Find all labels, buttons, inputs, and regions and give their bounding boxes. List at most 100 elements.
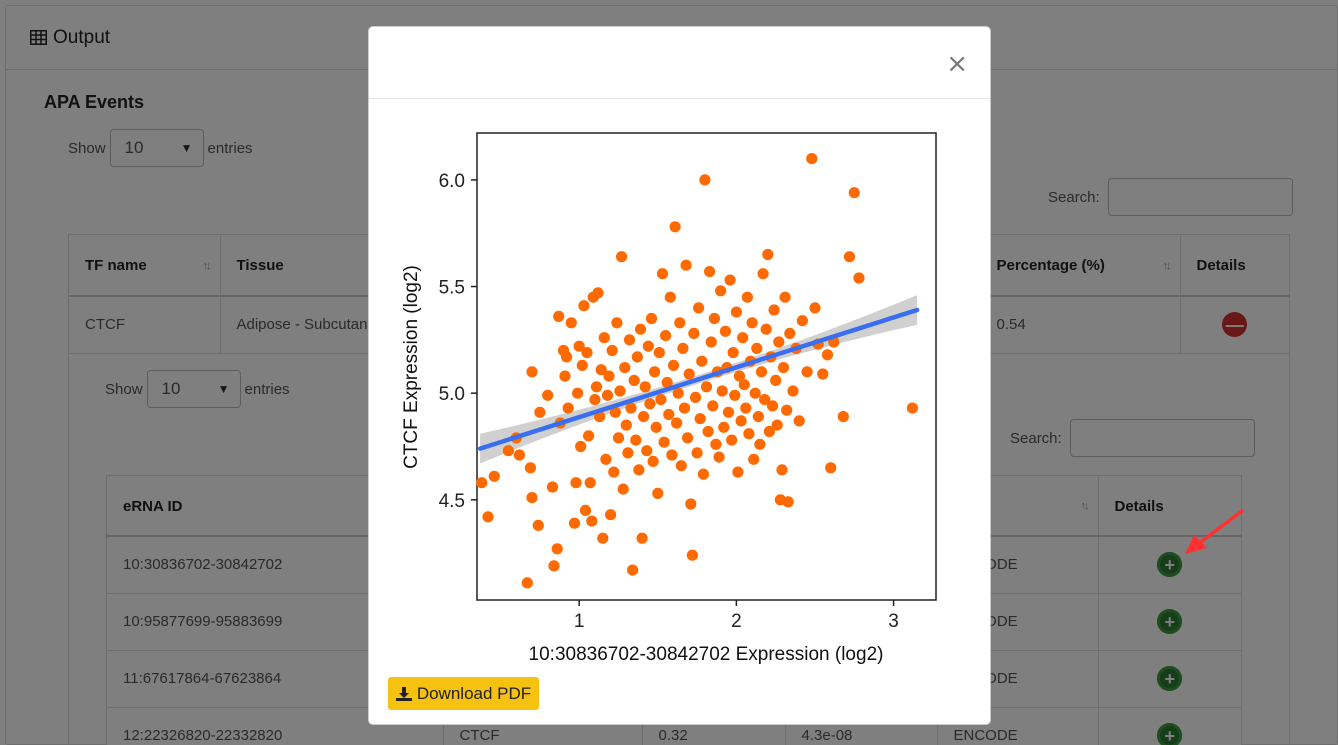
data-point — [476, 477, 488, 489]
data-point — [727, 347, 739, 359]
data-point — [579, 504, 592, 516]
data-point — [597, 532, 609, 544]
data-point — [768, 304, 780, 316]
data-point — [658, 436, 670, 448]
data-point — [770, 374, 782, 386]
data-point — [661, 376, 673, 389]
data-point — [741, 291, 753, 303]
data-point — [647, 455, 659, 467]
data-point — [806, 153, 818, 165]
data-point — [735, 415, 747, 427]
data-point — [748, 453, 760, 465]
data-point — [649, 366, 661, 378]
data-point — [583, 430, 595, 442]
data-point — [675, 460, 687, 472]
data-point — [776, 464, 788, 476]
data-point — [796, 315, 808, 327]
data-point — [722, 406, 735, 418]
data-point — [625, 402, 637, 414]
data-point — [619, 362, 631, 374]
data-point — [586, 515, 598, 527]
data-point — [633, 464, 645, 476]
data-point — [763, 425, 775, 438]
data-point — [573, 340, 585, 352]
data-point — [628, 374, 640, 386]
data-point — [752, 411, 764, 423]
data-point — [730, 306, 742, 318]
data-point — [693, 302, 705, 314]
data-point — [683, 368, 695, 380]
download-label: Download PDF — [416, 683, 532, 703]
data-point — [762, 248, 774, 261]
data-point — [572, 387, 584, 399]
y-tick-label: 5.5 — [439, 278, 465, 299]
data-point — [732, 466, 744, 478]
data-point — [590, 381, 603, 393]
data-point — [576, 359, 588, 371]
data-point — [534, 406, 546, 418]
download-pdf-button[interactable]: Download PDF — [388, 677, 539, 710]
data-point — [589, 394, 601, 406]
data-point — [672, 387, 684, 399]
data-point — [738, 379, 750, 391]
data-point — [620, 419, 632, 431]
data-point — [639, 381, 651, 393]
data-point — [771, 419, 783, 431]
data-point — [784, 327, 796, 339]
data-point — [848, 187, 860, 199]
data-point — [581, 347, 593, 359]
data-point — [853, 272, 865, 284]
data-point — [682, 432, 694, 444]
data-point — [837, 411, 849, 423]
data-point — [568, 517, 581, 529]
data-points — [476, 153, 919, 589]
data-point — [699, 174, 711, 186]
y-tick-label: 6.0 — [439, 171, 465, 192]
data-point — [749, 387, 761, 399]
data-point — [617, 483, 629, 495]
data-point — [548, 560, 560, 572]
data-point — [777, 362, 790, 374]
data-point — [551, 543, 563, 555]
data-point — [592, 287, 604, 299]
data-point — [664, 291, 676, 303]
data-point — [782, 496, 794, 508]
data-point — [726, 434, 738, 446]
data-point — [631, 351, 643, 363]
data-point — [546, 481, 559, 493]
data-point — [757, 268, 769, 280]
data-point — [719, 325, 731, 337]
data-point — [694, 413, 706, 425]
data-point — [669, 221, 681, 233]
data-point — [680, 259, 692, 271]
data-point — [740, 402, 752, 414]
data-point — [773, 336, 785, 348]
scatter-plot: 1 2 3 4.5 5.0 5.5 6.0 10:30836702-30842702 Exp… — [401, 132, 937, 665]
data-point — [781, 404, 793, 416]
data-point — [825, 462, 837, 474]
data-point — [584, 477, 596, 489]
data-point — [638, 411, 650, 423]
data-point — [729, 389, 741, 401]
data-point — [697, 468, 709, 480]
data-point — [686, 549, 698, 561]
data-point — [733, 370, 746, 382]
data-point — [561, 351, 573, 363]
data-point — [630, 434, 642, 446]
data-point — [718, 421, 730, 433]
data-point — [595, 364, 607, 376]
data-point — [513, 449, 525, 461]
data-point — [710, 438, 722, 450]
data-point — [603, 370, 615, 382]
data-point — [667, 359, 680, 371]
close-icon[interactable]: × — [946, 49, 968, 79]
data-point — [598, 332, 610, 344]
red-arrow-annotation — [1185, 509, 1244, 554]
data-point — [627, 564, 639, 576]
x-tick-label: 2 — [731, 611, 742, 632]
data-point — [755, 366, 768, 378]
fit-line — [477, 307, 920, 451]
data-point — [671, 417, 683, 429]
x-tick-label: 1 — [574, 611, 585, 632]
plot-panel — [476, 132, 937, 601]
